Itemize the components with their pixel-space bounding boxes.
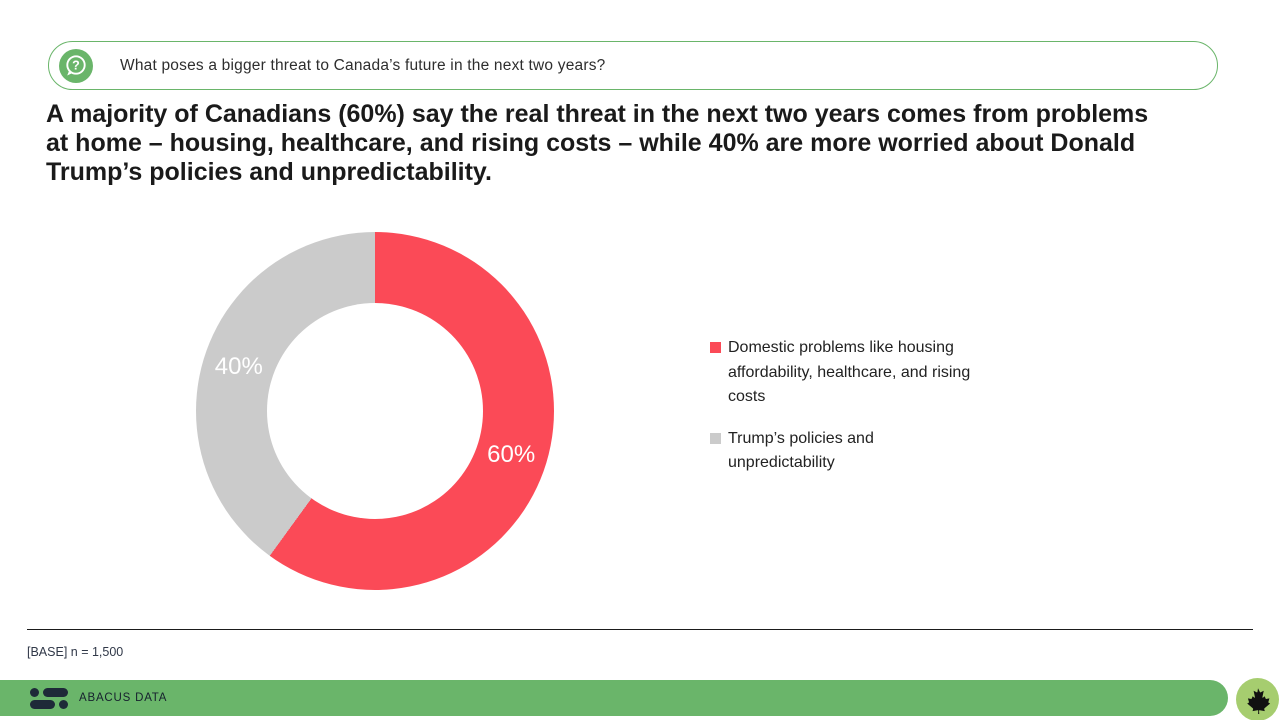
legend-item-domestic: Domestic problems like housing affordabi… bbox=[710, 336, 980, 410]
legend-label: Domestic problems like housing affordabi… bbox=[728, 339, 971, 405]
legend-swatch-gray bbox=[710, 432, 721, 444]
chart-legend: Domestic problems like housing affordabi… bbox=[710, 336, 980, 493]
svg-text:?: ? bbox=[72, 58, 80, 72]
footer-bar: ABACUS DATA bbox=[0, 680, 1228, 716]
legend-swatch-red bbox=[710, 342, 721, 353]
footer-brand-text: ABACUS DATA bbox=[79, 692, 168, 704]
base-note: [BASE] n = 1,500 bbox=[27, 645, 124, 659]
maple-leaf-icon bbox=[1246, 687, 1270, 714]
donut-chart: 60% 40% bbox=[196, 232, 554, 590]
legend-item-trump: Trump’s policies and unpredictability bbox=[710, 427, 980, 476]
headline: A majority of Canadians (60%) say the re… bbox=[46, 100, 1149, 186]
donut-slice-label-0: 60% bbox=[487, 441, 536, 469]
question-bubble-icon: ? bbox=[59, 48, 93, 83]
legend-label: Trump’s policies and unpredictability bbox=[728, 429, 874, 472]
donut-slice-label-1: 40% bbox=[214, 352, 263, 380]
maple-leaf-badge bbox=[1236, 678, 1279, 720]
abacus-data-logo bbox=[30, 687, 68, 709]
donut-hole bbox=[267, 303, 483, 519]
divider-line bbox=[27, 629, 1253, 630]
question-banner: ? What poses a bigger threat to Canada’s… bbox=[48, 41, 1218, 90]
question-text: What poses a bigger threat to Canada’s f… bbox=[120, 56, 606, 74]
